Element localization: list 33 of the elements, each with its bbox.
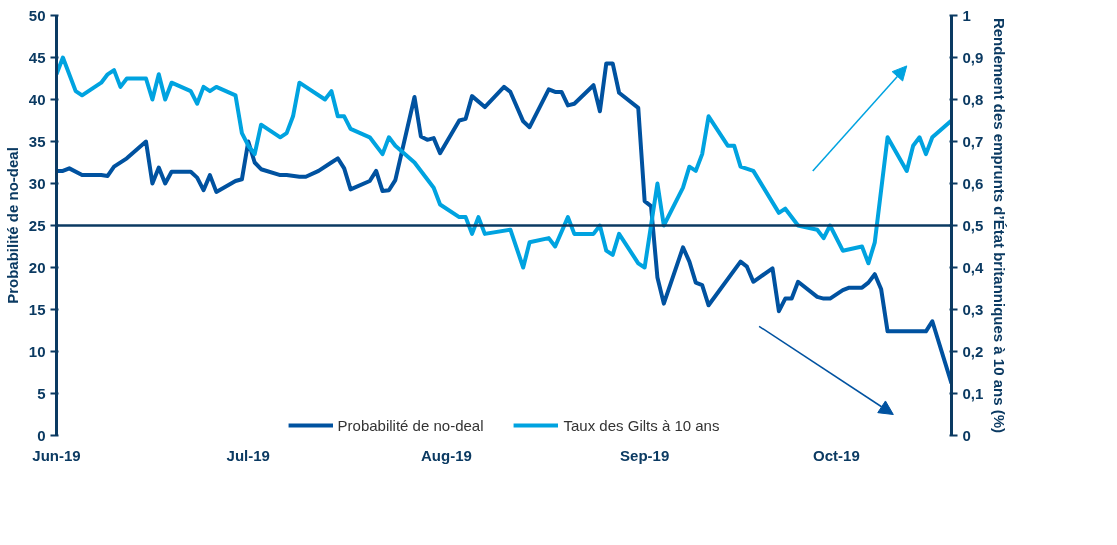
legend-label: Probabilité de no-deal — [337, 416, 484, 434]
y2-tick-label: 1 — [962, 6, 971, 24]
y-tick-label: 15 — [28, 300, 46, 318]
y-tick-label: 50 — [28, 6, 46, 24]
y2-tick-label: 0,5 — [962, 216, 984, 234]
y-tick-label: 35 — [28, 132, 46, 150]
y-tick-label: 0 — [37, 426, 46, 444]
x-tick-label: Jul-19 — [226, 446, 270, 464]
legend-label: Taux des Gilts à 10 ans — [563, 416, 720, 434]
y2-tick-label: 0,3 — [962, 300, 984, 318]
y-axis-title: Probabilité de no-deal — [3, 147, 21, 304]
y2-tick-label: 0,2 — [962, 342, 984, 360]
y2-tick-label: 0,4 — [962, 258, 985, 276]
y-tick-label: 45 — [28, 48, 46, 66]
x-tick-label: Aug-19 — [421, 446, 472, 464]
y-tick-label: 5 — [37, 384, 46, 402]
line-series — [56, 61, 952, 386]
x-tick-label: Jun-19 — [32, 446, 81, 464]
x-tick-label: Oct-19 — [813, 446, 860, 464]
y-tick-label: 20 — [28, 258, 46, 276]
x-tick-label: Sep-19 — [620, 446, 670, 464]
y2-tick-label: 0,6 — [962, 174, 984, 192]
y-tick-label: 10 — [28, 342, 46, 360]
y-tick-label: 40 — [28, 90, 46, 108]
line-series — [56, 55, 952, 270]
y-tick-label: 25 — [28, 216, 46, 234]
y2-tick-label: 0,9 — [962, 48, 984, 66]
y-tick-label: 30 — [28, 174, 46, 192]
y2-axis-title: Rendement des emprunts d’État britanniques à 10 ans (%) — [991, 17, 1009, 434]
y2-tick-label: 0,7 — [962, 132, 984, 150]
y2-tick-label: 0,8 — [962, 90, 984, 108]
y2-tick-label: 0 — [962, 426, 971, 444]
y2-tick-label: 0,1 — [962, 384, 984, 402]
